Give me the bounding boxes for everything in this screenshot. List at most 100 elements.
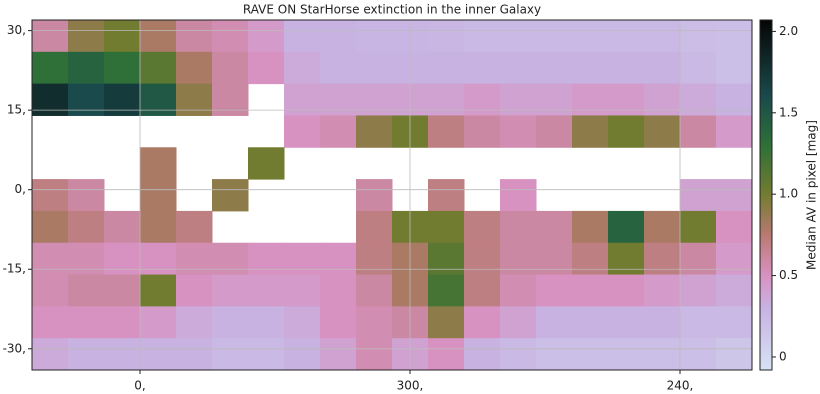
heatmap-cell — [680, 52, 717, 84]
heatmap-cell — [428, 306, 465, 338]
heatmap-cell — [464, 211, 501, 243]
heatmap-cell — [248, 52, 285, 84]
heatmap-cell — [248, 147, 285, 179]
x-tick-label: 300, — [397, 379, 424, 393]
heatmap-cell — [356, 243, 393, 275]
heatmap-cell — [572, 84, 609, 116]
heatmap-cell — [608, 20, 645, 52]
y-tick-label: 30, — [7, 23, 26, 37]
heatmap-cell — [140, 211, 177, 243]
heatmap-cell — [284, 275, 321, 307]
chart-title: RAVE ON StarHorse extinction in the inne… — [243, 3, 541, 17]
heatmap-cell — [320, 52, 357, 84]
heatmap-cell — [284, 306, 321, 338]
heatmap-cell — [320, 84, 357, 116]
heatmap-cell — [428, 275, 465, 307]
heatmap-cell — [464, 306, 501, 338]
heatmap-cell — [176, 52, 213, 84]
heatmap-cell — [284, 243, 321, 275]
heatmap-cell — [428, 84, 465, 116]
heatmap-cell — [680, 84, 717, 116]
heatmap-cell — [212, 306, 249, 338]
heatmap-cell — [644, 52, 681, 84]
heatmap-cell — [716, 179, 753, 211]
heatmap-cell — [716, 211, 753, 243]
heatmap-cell — [68, 338, 105, 370]
heatmap-cell — [248, 243, 285, 275]
heatmap-cell — [500, 338, 537, 370]
heatmap-cell — [320, 275, 357, 307]
heatmap-cell — [320, 338, 357, 370]
heatmap-cell — [716, 338, 753, 370]
heatmap-cell — [716, 115, 753, 147]
colorbar — [760, 20, 772, 370]
heatmap-cell — [716, 52, 753, 84]
heatmap-cell — [68, 243, 105, 275]
colorbar-label: Median AV in pixel [mag] — [805, 120, 819, 270]
heatmap-cell — [428, 20, 465, 52]
heatmap-cell — [32, 84, 69, 116]
heatmap-cell — [32, 211, 69, 243]
heatmap-cell — [104, 306, 141, 338]
heatmap-cell — [68, 20, 105, 52]
y-tick-label: -15, — [3, 262, 26, 276]
heatmap-cell — [680, 306, 717, 338]
heatmap-cell — [212, 84, 249, 116]
heatmap-cell — [536, 338, 573, 370]
heatmap-cell — [104, 275, 141, 307]
heatmap-cell — [500, 20, 537, 52]
colorbar-tick-label: 1.0 — [779, 187, 798, 201]
heatmap-cell — [500, 52, 537, 84]
heatmap-cell — [500, 115, 537, 147]
x-tick-label: 0, — [134, 379, 145, 393]
heatmap-cell — [428, 115, 465, 147]
heatmap-cell — [320, 20, 357, 52]
heatmap-cell — [608, 306, 645, 338]
heatmap-cell — [68, 52, 105, 84]
heatmap-cell — [356, 211, 393, 243]
heatmap-cell — [500, 275, 537, 307]
heatmap-cell — [68, 84, 105, 116]
heatmap-cell — [284, 20, 321, 52]
heatmap-cell — [140, 306, 177, 338]
heatmap-cell — [32, 338, 69, 370]
heatmap-cell — [536, 52, 573, 84]
heatmap-cell — [284, 338, 321, 370]
heatmap-cell — [212, 338, 249, 370]
heatmap-cell — [644, 306, 681, 338]
heatmap-cell — [572, 338, 609, 370]
heatmap-cell — [500, 211, 537, 243]
heatmap-cell — [104, 84, 141, 116]
heatmap-cell — [284, 115, 321, 147]
heatmap-cell — [32, 306, 69, 338]
heatmap-cell — [356, 52, 393, 84]
heatmap-cell — [464, 20, 501, 52]
x-tick-label: 240, — [667, 379, 694, 393]
heatmap-cell — [644, 243, 681, 275]
heatmap-cell — [716, 306, 753, 338]
heatmap-cell — [680, 338, 717, 370]
heatmap-cell — [104, 52, 141, 84]
heatmap-cell — [32, 275, 69, 307]
heatmap-cell — [356, 306, 393, 338]
heatmap-cell — [68, 306, 105, 338]
heatmap-cell — [500, 243, 537, 275]
heatmap-cell — [680, 115, 717, 147]
heatmap-cell — [68, 275, 105, 307]
heatmap-cell — [140, 147, 177, 179]
heatmap-cell — [32, 243, 69, 275]
heatmap-cell — [464, 243, 501, 275]
heatmap-cell — [572, 243, 609, 275]
heatmap-cell — [428, 338, 465, 370]
heatmap-cell — [356, 84, 393, 116]
heatmap-cell — [464, 52, 501, 84]
heatmap-cell — [104, 338, 141, 370]
heatmap-cell — [572, 52, 609, 84]
heatmap-cell — [608, 115, 645, 147]
heatmap-cell — [284, 52, 321, 84]
heatmap-cell — [644, 115, 681, 147]
heatmap-cell — [212, 20, 249, 52]
heatmap-cell — [176, 211, 213, 243]
colorbar-tick-label: 0 — [779, 349, 787, 363]
heatmap-cell — [716, 20, 753, 52]
